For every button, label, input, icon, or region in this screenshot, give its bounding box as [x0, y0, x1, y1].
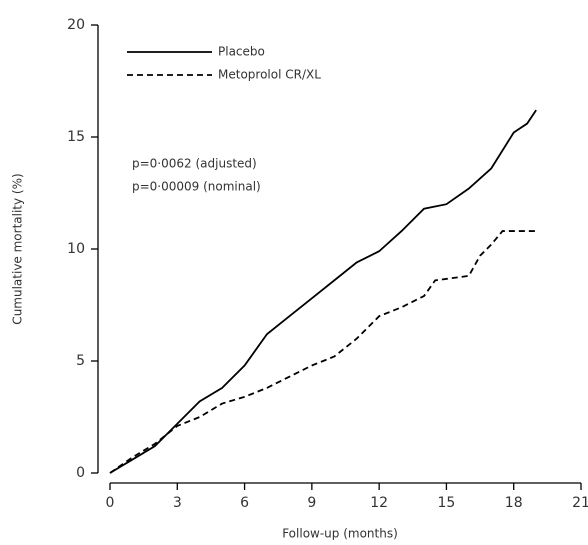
x-tick-label: 6 — [240, 495, 249, 511]
annotation: p=0·00009 (nominal) — [132, 180, 261, 194]
y-tick-label: 10 — [67, 241, 85, 257]
x-tick-label: 0 — [106, 495, 115, 511]
annotation: p=0·0062 (adjusted) — [132, 157, 257, 171]
x-tick-label: 18 — [505, 495, 523, 511]
x-tick-label: 3 — [173, 495, 182, 511]
legend-label: Placebo — [218, 45, 265, 59]
x-tick-label: 15 — [438, 495, 456, 511]
x-tick-label: 21 — [572, 495, 588, 511]
line-series — [109, 109, 537, 474]
x-tick-label: 12 — [370, 495, 388, 511]
y-tick-label: 15 — [67, 129, 85, 145]
x-tick-label: 9 — [307, 495, 316, 511]
legend-label: Metoprolol CR/XL — [218, 68, 321, 82]
line-series — [109, 230, 537, 474]
y-axis-label: Cumulative mortality (%) — [11, 173, 25, 324]
y-tick-label: 5 — [76, 353, 85, 369]
y-tick-label: 20 — [67, 17, 85, 33]
y-tick-label: 0 — [76, 465, 85, 481]
x-axis-label: Follow-up (months) — [282, 527, 398, 541]
